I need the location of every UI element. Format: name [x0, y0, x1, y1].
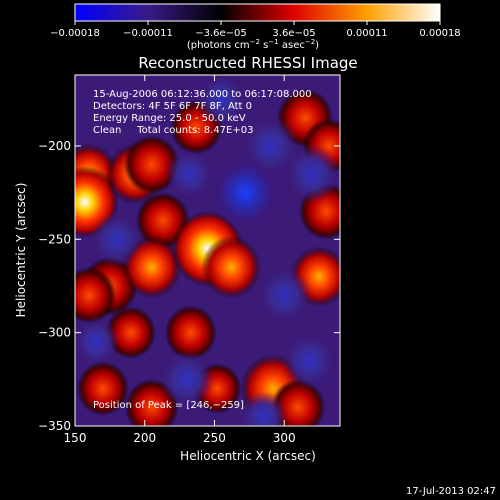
colorbar-tick-label: 3.6e−05: [272, 28, 315, 39]
x-tick-label: 300: [273, 431, 296, 445]
image-plot: 150 200 250 300 −200 −250 −300 −350: [38, 74, 341, 445]
colorbar-unit-label: (photons cm−2 s−1 asec−2): [187, 38, 319, 51]
colorbar-tick-label: −0.00018: [50, 28, 100, 39]
footer-timestamp: 17-Jul-2013 02:47: [406, 486, 496, 497]
emission-source: [76, 361, 129, 416]
colorbar-tick-label: −0.00011: [123, 28, 173, 39]
annotation-time-range: 15-Aug-2006 06:12:36.000 to 06:17:08.000: [93, 89, 312, 100]
annotation-detectors: Detectors: 4F 5F 6F 7F 8F, Att 0: [93, 101, 252, 112]
y-axis-label: Heliocentric Y (arcsec): [14, 183, 28, 318]
colorbar-tick-label: 0.00018: [419, 28, 460, 39]
y-tick-label: −250: [38, 232, 71, 246]
annotation-peak-position: Position of Peak = [246,−259]: [93, 400, 244, 411]
info-annotations: 15-Aug-2006 06:12:36.000 to 06:17:08.000…: [93, 89, 312, 411]
emission-source: [164, 305, 217, 360]
colorbar-tick-label: −3.6e−05: [195, 28, 247, 39]
y-tick-label: −300: [38, 326, 71, 340]
negative-residual: [165, 148, 214, 200]
negative-residual: [284, 144, 340, 204]
x-tick-label: 250: [203, 431, 226, 445]
negative-residual: [159, 350, 214, 408]
emission-source: [75, 266, 116, 324]
negative-residual: [242, 116, 299, 176]
x-tick-label: 150: [64, 431, 87, 445]
x-axis-label: Heliocentric X (arcsec): [180, 449, 316, 463]
emission-source: [123, 135, 180, 195]
negative-residual: [211, 156, 280, 229]
annotation-clean-counts: Clean Total counts: 8.47E+03: [93, 125, 253, 136]
x-tick-label: 200: [133, 431, 156, 445]
colorbar-gradient: [74, 3, 441, 22]
y-tick-label: −350: [38, 419, 71, 433]
negative-residual: [75, 317, 119, 367]
colorbar: −0.00018 −0.00011 −3.6e−05 3.6e−05 0.00011 0.…: [50, 3, 461, 51]
chart-title: Reconstructed RHESSI Image: [138, 54, 357, 72]
emission-source: [201, 235, 262, 299]
negative-residual: [239, 391, 288, 426]
annotation-energy-range: Energy Range: 25.0 - 50.0 keV: [93, 113, 246, 124]
negative-residual: [90, 211, 143, 267]
colorbar-tick-label: 0.00011: [346, 28, 387, 39]
negative-residual: [282, 332, 337, 390]
negative-residual: [196, 75, 247, 126]
negative-residual: [257, 266, 312, 324]
plot-frame: [74, 74, 341, 427]
y-tick-label: −200: [38, 139, 71, 153]
